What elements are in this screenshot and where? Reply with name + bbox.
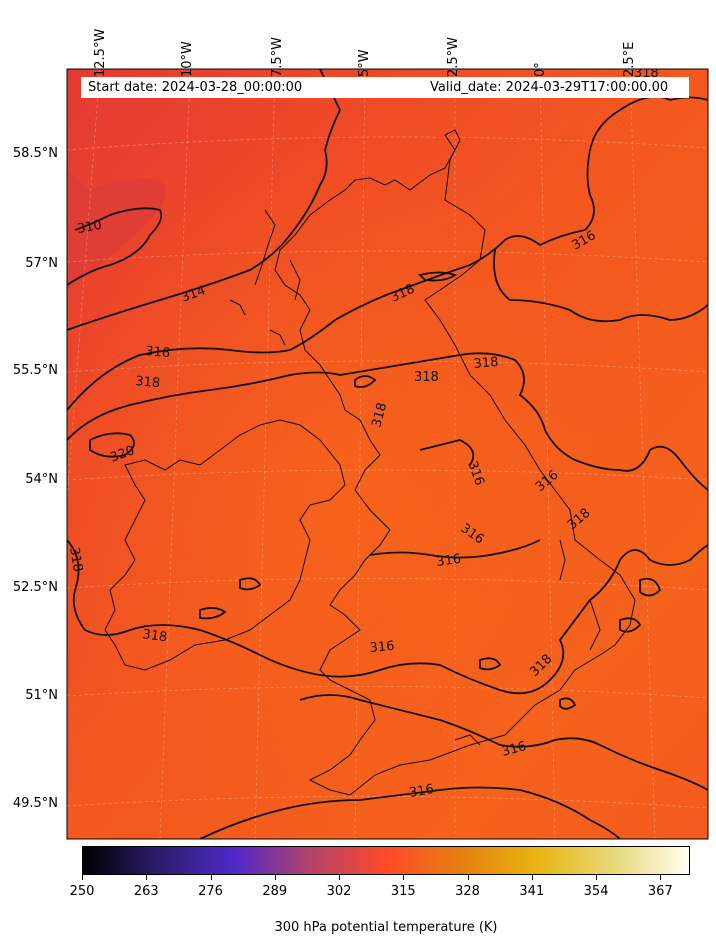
date-header-box (81, 77, 689, 98)
map-frame (66, 68, 709, 840)
contour-316-south (299, 694, 708, 791)
colorbar-tick (596, 875, 598, 880)
contour-label: 318 (473, 355, 499, 372)
colorbar (82, 846, 690, 875)
colorbar-tick-label: 289 (262, 884, 288, 899)
colorbar-tick (531, 875, 533, 880)
contour-label: 318 (414, 370, 439, 385)
contour-310 (67, 207, 163, 286)
lon-label: 2.5°E (622, 41, 637, 77)
contour-lines (67, 69, 708, 839)
contour-label: 318 (141, 627, 168, 645)
graticule (67, 69, 708, 839)
colorbar-tick (82, 875, 83, 880)
lon-label: 12.5°W (93, 28, 108, 77)
contour-label: 316 (145, 344, 171, 361)
lat-label: 51°N (25, 688, 58, 703)
contour-label: 310 (76, 218, 103, 237)
colorbar-tick (274, 875, 276, 880)
contour-316-north (67, 95, 708, 411)
contour-320 (89, 432, 135, 458)
colorbar-tick (403, 875, 405, 880)
colorbar-tick-label: 367 (647, 884, 673, 899)
lat-label: 58.5°N (12, 146, 58, 161)
colorbar-tick-label: 328 (455, 884, 480, 899)
coastlines (104, 129, 636, 796)
colorbar-title: 300 hPa potential temperature (K) (274, 920, 498, 935)
colorbar-tick-label: 263 (133, 884, 159, 899)
colorbar-tick (146, 875, 148, 880)
cool-region (67, 170, 166, 290)
lat-label: 49.5°N (12, 796, 58, 811)
contour-318-south (67, 539, 708, 695)
colorbar-tick-label: 341 (519, 884, 545, 899)
lon-label: 5°W (357, 49, 372, 77)
map-field: 310 314 316 318 320 318 318 316 318 318 … (66, 69, 708, 839)
contour-316-mid (369, 539, 541, 559)
start-date-label: Start date: 2024-03-28_00:00:00 (88, 80, 303, 95)
lon-label: 10°W (180, 41, 195, 77)
contour-label: 316 (435, 552, 462, 570)
contour-label-group: 310 314 316 318 320 318 318 316 318 318 … (66, 69, 659, 801)
contour-label: 318 (135, 374, 161, 391)
colorbar-tick (660, 875, 662, 880)
warm-region (67, 69, 708, 839)
lon-label: 2.5°W (446, 36, 461, 77)
contour-318-north (67, 352, 708, 491)
contour-316-inner (419, 439, 475, 466)
contour-label: 316 (408, 782, 435, 801)
colorbar-tick-label: 302 (326, 884, 352, 899)
colorbar-tick-label: 250 (69, 884, 95, 899)
colorbar-tick (210, 875, 212, 880)
lat-label: 52.5°N (12, 580, 58, 595)
colorbar-tick (339, 875, 341, 880)
lon-label: 7.5°W (270, 36, 285, 77)
colorbar-tick-label: 276 (198, 884, 223, 899)
contour-label: 316 (369, 639, 395, 656)
lat-label: 55.5°N (12, 363, 58, 378)
lat-label: 57°N (25, 256, 58, 271)
contour-label: 318 (66, 546, 85, 573)
colorbar-tick-label: 354 (583, 884, 609, 899)
contour-316-coast (199, 786, 621, 839)
contour-label: 318 (369, 401, 390, 429)
valid-date-label: Valid_date: 2024-03-29T17:00:00.00 (430, 80, 669, 95)
colorbar-tick (467, 875, 469, 880)
contour-314 (67, 69, 342, 331)
lon-label: 0° (533, 62, 548, 77)
lat-label: 54°N (25, 472, 58, 487)
contour-316-east (493, 249, 708, 323)
colorbar-tick-label: 315 (390, 884, 416, 899)
contour-label: 316 (500, 739, 528, 760)
